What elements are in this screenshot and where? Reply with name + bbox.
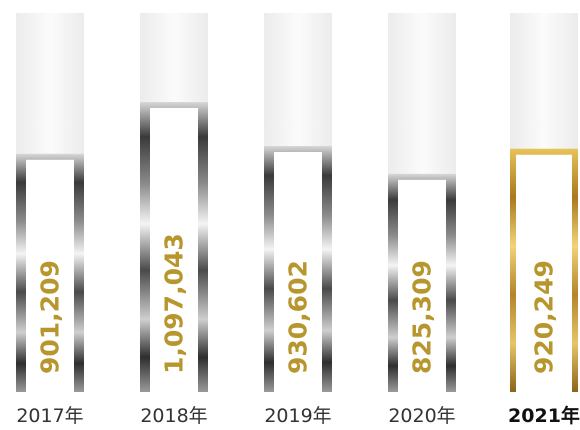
x-tick-label: 2019年 (264, 405, 331, 427)
bar-value-label: 1,097,043 (160, 233, 189, 374)
bar-inner (150, 108, 198, 392)
bar-inner (274, 151, 322, 392)
x-tick-label: 2020年 (388, 405, 455, 427)
bars-group: 901,209 1,097,043 930,602 825,309 920,249 (16, 13, 578, 392)
bar-value-label: 930,602 (284, 260, 313, 374)
bar-value-label: 825,309 (408, 260, 437, 374)
x-tick-label: 2017年 (16, 405, 83, 427)
bar-inner (26, 159, 74, 392)
bar-value-label: 901,209 (36, 260, 65, 374)
bar-inner (398, 179, 446, 392)
x-tick-label: 2018年 (140, 405, 207, 427)
x-tick-label: 2021年 (508, 404, 580, 427)
bar-value-label: 920,249 (530, 260, 559, 374)
tick-labels-group: 2017年 2018年 2019年 2020年 2021年 (16, 404, 580, 427)
bar-inner (516, 154, 572, 392)
